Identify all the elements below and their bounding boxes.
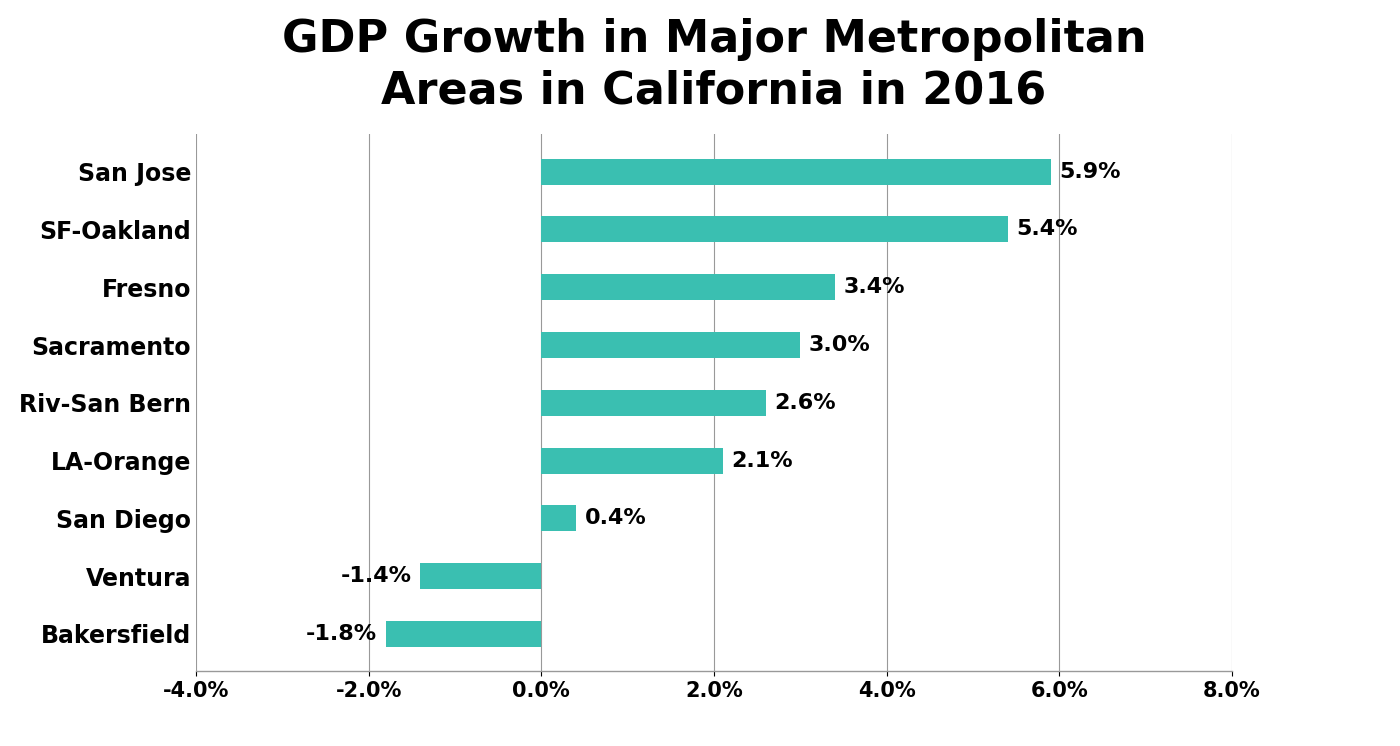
Text: 0.4%: 0.4%: [585, 509, 647, 528]
Bar: [542, 332, 801, 358]
Bar: [542, 275, 834, 301]
Text: 5.4%: 5.4%: [1016, 219, 1078, 239]
Text: 5.9%: 5.9%: [1060, 162, 1121, 182]
Bar: [542, 505, 575, 531]
Bar: [542, 448, 722, 474]
Text: -1.8%: -1.8%: [307, 624, 378, 644]
Bar: [420, 563, 542, 589]
Bar: [542, 390, 766, 416]
Text: 3.4%: 3.4%: [843, 278, 904, 297]
Text: 2.6%: 2.6%: [774, 393, 836, 413]
Title: GDP Growth in Major Metropolitan
Areas in California in 2016: GDP Growth in Major Metropolitan Areas i…: [281, 18, 1147, 113]
Text: 3.0%: 3.0%: [809, 335, 871, 355]
Bar: [542, 216, 1008, 242]
Bar: [542, 159, 1050, 185]
Text: 2.1%: 2.1%: [731, 451, 792, 471]
Bar: [386, 621, 542, 647]
Text: -1.4%: -1.4%: [340, 566, 412, 586]
